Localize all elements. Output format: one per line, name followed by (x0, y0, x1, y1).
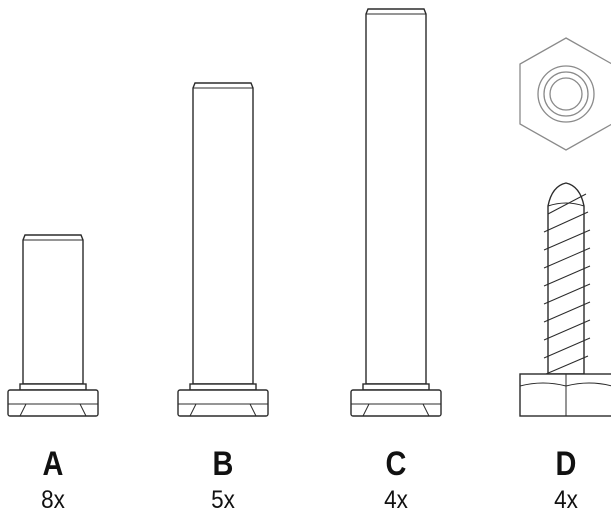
part-a-quantity: 8x (41, 486, 65, 514)
bolt-medium-icon (177, 82, 269, 417)
part-a-letter: A (42, 445, 64, 483)
bolt-long-icon (350, 8, 442, 417)
part-d-letter: D (555, 445, 577, 483)
part-d-quantity: 4x (554, 486, 578, 514)
lag-screw-with-washer-icon (519, 182, 611, 417)
part-b-quantity: 5x (211, 486, 235, 514)
bolt-short-icon (7, 234, 99, 417)
part-c-quantity: 4x (384, 486, 408, 514)
part-c-letter: C (385, 445, 407, 483)
part-b-letter: B (212, 445, 234, 483)
hex-washer-icon (519, 37, 611, 151)
